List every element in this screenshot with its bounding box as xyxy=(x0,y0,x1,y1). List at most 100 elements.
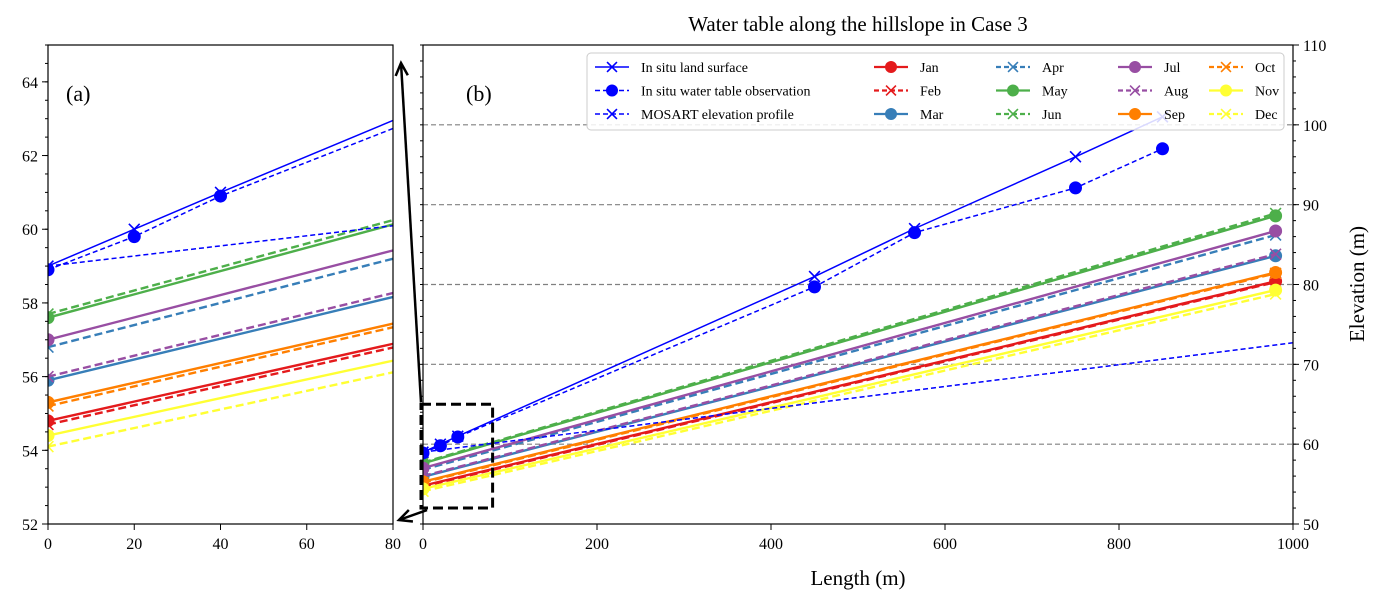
series-line xyxy=(48,223,393,319)
data-point xyxy=(808,270,821,283)
series-line xyxy=(48,249,393,341)
legend-box xyxy=(586,52,1285,131)
legend-item-aug: Aug xyxy=(1118,85,1188,100)
series-line xyxy=(423,272,1276,484)
data-point xyxy=(885,61,897,73)
series-feb xyxy=(48,346,393,431)
panel-b: 0 200 400 600 800 1000 50 60 70 80 90 100 110 xyxy=(419,38,1327,553)
data-point xyxy=(1007,61,1019,73)
legend: In situ land surface In situ water table … xyxy=(586,52,1285,131)
data-point xyxy=(1069,150,1082,163)
inset-box xyxy=(419,402,495,510)
x-tick-label: 800 xyxy=(1107,536,1131,553)
legend-label: Sep xyxy=(1164,108,1185,123)
data-point xyxy=(423,446,430,460)
y-tick-label: 100 xyxy=(1303,118,1327,135)
series-dec xyxy=(423,288,1282,498)
y-tick-label: 50 xyxy=(1303,517,1319,534)
y-tick-label: 52 xyxy=(22,517,38,534)
data-point xyxy=(48,440,54,453)
data-point xyxy=(423,485,429,498)
legend-label: May xyxy=(1042,85,1068,100)
legend-item-oct: Oct xyxy=(1209,61,1275,76)
data-point xyxy=(885,84,897,97)
data-point xyxy=(48,263,55,277)
series-line xyxy=(423,148,1163,454)
series-jul xyxy=(48,249,393,347)
series-line xyxy=(48,224,393,267)
legend-item-apr: Apr xyxy=(996,61,1064,76)
data-point xyxy=(606,108,618,120)
legend-label: Feb xyxy=(920,85,941,100)
series-line xyxy=(423,288,1276,491)
x-tick-label: 1000 xyxy=(1277,536,1309,553)
series-oct xyxy=(48,326,393,413)
data-point xyxy=(1220,84,1232,97)
legend-item-in-situ-land-surface: In situ land surface xyxy=(595,61,748,76)
x-tick-label: 80 xyxy=(385,536,401,553)
data-point xyxy=(1269,224,1283,238)
legend-label: In situ land surface xyxy=(641,61,748,76)
data-point xyxy=(1269,267,1282,280)
data-point xyxy=(885,108,897,120)
data-point xyxy=(1129,108,1141,120)
series-in-situ-land-surface xyxy=(48,119,393,273)
data-point xyxy=(1129,84,1141,97)
legend-item-jan: Jan xyxy=(874,61,939,76)
series-line xyxy=(48,218,393,316)
series-dec xyxy=(48,371,393,453)
data-point xyxy=(48,333,55,347)
legend-label: Oct xyxy=(1255,61,1275,76)
legend-item-in-situ-water-table-observation: In situ water table observation xyxy=(595,84,811,100)
legend-label: Aug xyxy=(1164,85,1188,100)
y-tick-label: 110 xyxy=(1303,38,1326,55)
series-line xyxy=(423,252,1276,478)
series-line xyxy=(423,292,1276,493)
series-line xyxy=(423,342,1293,453)
y-tick-label: 56 xyxy=(22,370,38,387)
y-tick-label: 64 xyxy=(22,75,38,92)
legend-label: Apr xyxy=(1042,61,1064,76)
legend-item-jun: Jun xyxy=(996,108,1061,123)
data-point xyxy=(214,189,227,203)
legend-label: MOSART elevation profile xyxy=(641,108,794,123)
zoom-arrow-top xyxy=(394,60,423,403)
data-point xyxy=(1129,61,1141,73)
series-line xyxy=(423,233,1276,471)
legend-label: In situ water table observation xyxy=(641,85,811,100)
y-tick-label: 62 xyxy=(22,149,38,166)
zoom-connector xyxy=(394,60,495,523)
x-tick-label: 40 xyxy=(213,536,229,553)
legend-item-may: May xyxy=(996,84,1068,100)
y-axis-title: Elevation (m) xyxy=(1345,226,1369,342)
data-point xyxy=(48,418,54,431)
series-line xyxy=(423,280,1276,488)
data-point xyxy=(1007,84,1019,97)
panel-a: 0 20 40 60 80 52 54 56 58 60 62 64 xyxy=(22,44,401,553)
series-mosart-elevation-profile xyxy=(48,224,393,267)
y-tick-label: 54 xyxy=(22,443,38,460)
x-tick-label: 0 xyxy=(419,536,427,553)
data-point xyxy=(1269,288,1282,301)
data-point xyxy=(48,308,54,320)
series-line xyxy=(423,229,1276,470)
series-nov xyxy=(48,359,393,443)
data-point xyxy=(433,439,447,453)
legend-label: Jan xyxy=(920,61,939,76)
panel-label-a: (a) xyxy=(66,81,90,106)
data-point xyxy=(1269,248,1282,261)
series-line xyxy=(48,127,393,271)
data-point xyxy=(1269,249,1283,263)
x-tick-label: 400 xyxy=(759,536,783,553)
data-point xyxy=(1069,181,1082,195)
legend-item-sep: Sep xyxy=(1118,108,1185,123)
x-tick-label: 60 xyxy=(299,536,315,553)
y-tick-label: 58 xyxy=(22,296,38,313)
series-line xyxy=(48,119,393,267)
x-axis-title: Length (m) xyxy=(810,566,905,590)
series-in-situ-water-table-observation xyxy=(423,142,1169,460)
data-point xyxy=(908,226,922,240)
legend-label: Dec xyxy=(1255,108,1278,123)
series-jun xyxy=(423,207,1282,469)
